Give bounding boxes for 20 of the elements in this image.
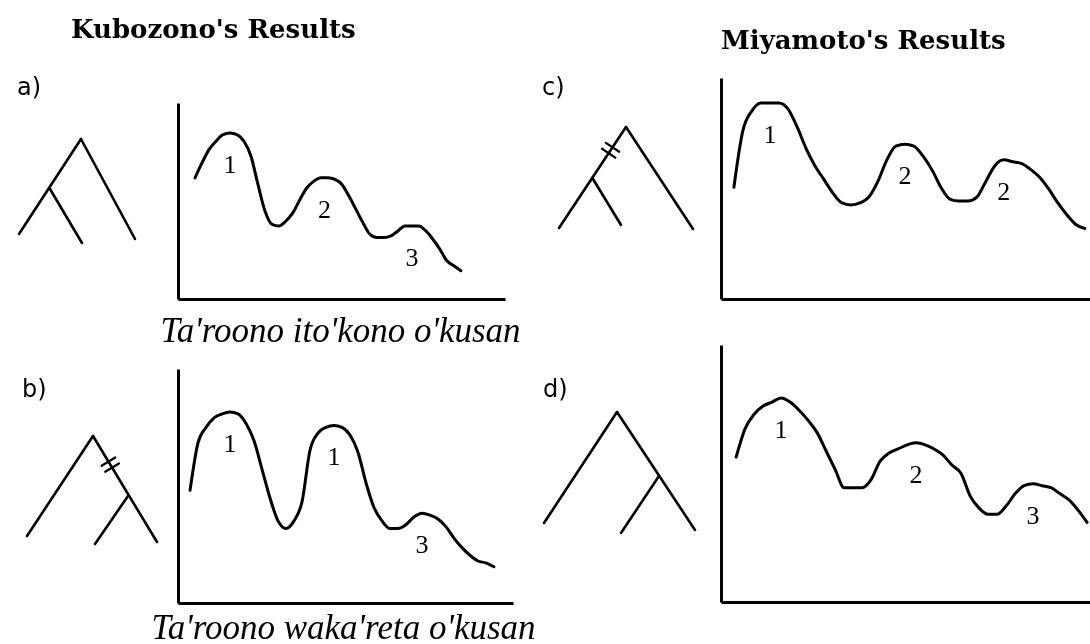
annotation: 1: [223, 429, 237, 459]
chart-title: Miyamoto's Results: [721, 25, 1006, 55]
annotation: 1: [763, 119, 777, 149]
chart-subtitle: b): [22, 375, 47, 403]
annotation: 1: [774, 414, 788, 444]
x-axis-title: Ta'roono waka'reta o'kusan: [151, 607, 536, 644]
annotation: 1: [223, 149, 237, 179]
annotation: 3: [415, 530, 429, 560]
text: a): [17, 73, 42, 101]
annotation: 3: [405, 242, 419, 272]
annotation: 3: [1026, 500, 1040, 530]
annotation: 1: [327, 442, 341, 472]
annotation: 2: [898, 161, 912, 191]
x-axis-title: Ta'roono ito'kono o'kusan: [160, 310, 521, 350]
annotation: 2: [997, 176, 1011, 206]
annotation: 2: [317, 194, 331, 224]
text: c): [542, 73, 565, 101]
text: d): [543, 375, 568, 403]
annotation: 2: [909, 459, 923, 489]
chart-title: Kubozono's Results: [71, 14, 356, 44]
